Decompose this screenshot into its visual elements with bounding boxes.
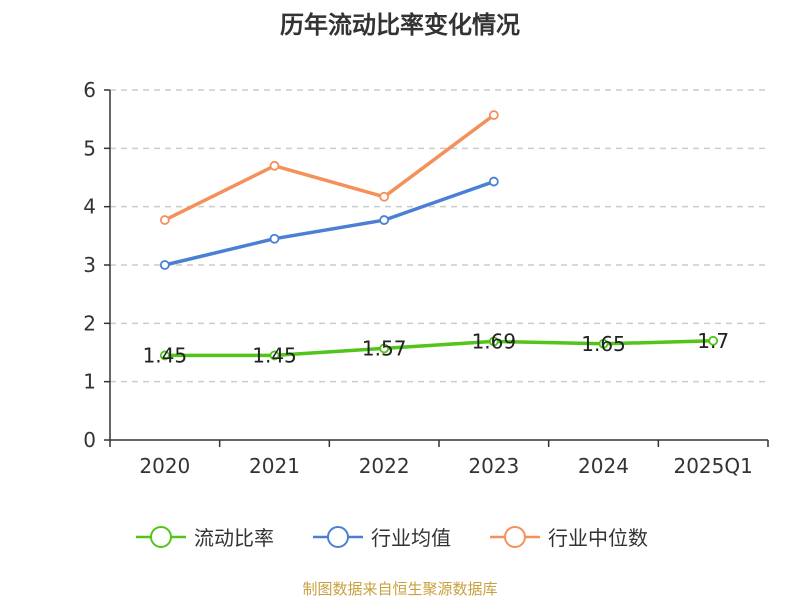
data-point[interactable] bbox=[379, 343, 390, 354]
legend-swatch-marker bbox=[150, 526, 172, 548]
legend-label: 行业中位数 bbox=[548, 526, 648, 550]
data-point[interactable] bbox=[269, 350, 280, 361]
data-label: 1.45 bbox=[143, 343, 188, 367]
data-label: 1.45 bbox=[252, 343, 297, 367]
y-tick-label: 5 bbox=[83, 136, 96, 160]
y-tick-label: 6 bbox=[83, 78, 96, 102]
series-line bbox=[164, 113, 495, 222]
data-labels: 1.45 1.45 1.57 1.69 1.65 1.7 bbox=[143, 329, 730, 368]
legend-item[interactable]: 行业中位数 bbox=[490, 526, 648, 550]
legend[interactable]: 流动比率 行业均值 行业中位数 bbox=[136, 526, 648, 550]
legend-swatch-marker bbox=[327, 526, 349, 548]
data-point[interactable] bbox=[488, 176, 499, 187]
series-layer bbox=[159, 110, 719, 361]
series-line bbox=[164, 339, 714, 358]
x-tick-label: 2021 bbox=[249, 454, 300, 478]
data-point[interactable] bbox=[159, 215, 170, 225]
source-note: 制图数据来自恒生聚源数据库 bbox=[302, 580, 498, 598]
data-point[interactable] bbox=[159, 350, 170, 361]
data-point[interactable] bbox=[159, 260, 170, 270]
data-label: 1.7 bbox=[697, 329, 729, 353]
data-point[interactable] bbox=[708, 335, 719, 346]
y-tick-label: 3 bbox=[83, 253, 96, 277]
chart-title: 历年流动比率变化情况 bbox=[280, 11, 520, 39]
data-label: 1.69 bbox=[472, 329, 517, 353]
data-point[interactable] bbox=[379, 191, 390, 202]
data-point[interactable] bbox=[269, 233, 280, 244]
legend-label: 流动比率 bbox=[194, 526, 274, 550]
legend-item[interactable]: 行业均值 bbox=[313, 526, 451, 550]
legend-swatch-marker bbox=[504, 526, 526, 548]
axes: 0 1 2 3 4 5 6 2020 2021 2022 2023 2024 2025Q1 bbox=[83, 78, 769, 478]
x-tick-label: 2023 bbox=[468, 454, 519, 478]
x-tick-label: 2024 bbox=[578, 454, 629, 478]
y-tick-label: 4 bbox=[83, 195, 96, 219]
y-tick-label: 2 bbox=[83, 311, 96, 335]
x-tick-label: 2022 bbox=[359, 454, 410, 478]
data-label: 1.65 bbox=[581, 332, 626, 356]
legend-label: 行业均值 bbox=[371, 526, 451, 550]
x-tick-label: 2020 bbox=[139, 454, 190, 478]
y-tick-label: 1 bbox=[83, 370, 96, 394]
data-point[interactable] bbox=[488, 110, 499, 120]
series-line bbox=[164, 179, 495, 267]
data-point[interactable] bbox=[598, 338, 609, 349]
y-tick-label: 0 bbox=[83, 428, 96, 452]
data-label: 1.57 bbox=[362, 336, 407, 360]
x-tick-label: 2025Q1 bbox=[673, 454, 752, 478]
data-point[interactable] bbox=[379, 215, 390, 225]
grid-lines bbox=[110, 89, 768, 383]
data-point[interactable] bbox=[269, 160, 280, 171]
legend-item[interactable]: 流动比率 bbox=[136, 526, 274, 550]
data-point[interactable] bbox=[488, 336, 499, 347]
